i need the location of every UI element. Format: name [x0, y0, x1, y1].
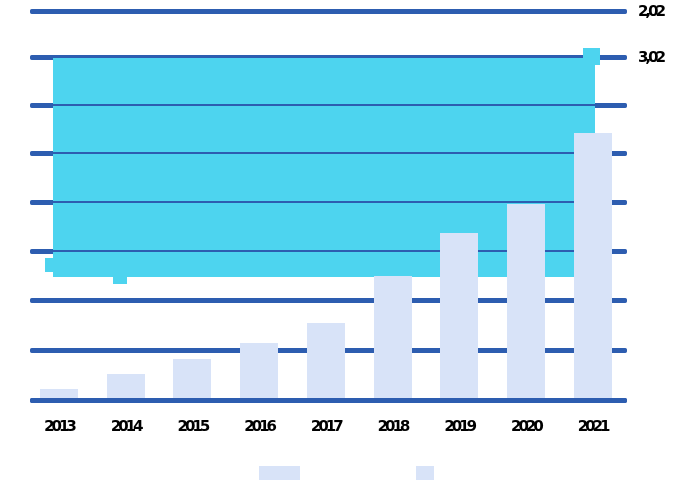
- bar-2014: [106, 374, 145, 400]
- gridline-over-overlay: [53, 250, 595, 252]
- bar-2019: [440, 233, 479, 400]
- right-axis-label: 2,02: [638, 2, 666, 20]
- x-axis-label: 2014: [110, 417, 144, 435]
- x-axis-label: 2015: [177, 417, 211, 435]
- bar-2017: [306, 323, 345, 400]
- bar-2015: [173, 359, 212, 400]
- gridline-over-overlay: [53, 152, 595, 154]
- right-axis-label: 3,02: [638, 48, 666, 66]
- bottom-partial-swatch: [259, 466, 300, 480]
- bar-2013: [40, 388, 78, 400]
- x-axis-label: 2016: [244, 417, 277, 435]
- x-axis-label: 2017: [310, 417, 344, 435]
- bar-2020: [506, 204, 545, 400]
- x-axis-label: 2013: [44, 417, 77, 435]
- overlay-left-protrusion: [45, 258, 53, 272]
- bar-2018: [373, 276, 412, 400]
- overlay-bottom-protrusion: [113, 277, 127, 284]
- x-axis-label: 2021: [577, 417, 611, 435]
- gridline-over-overlay: [53, 56, 595, 58]
- bar-2016: [240, 343, 279, 400]
- gridline-over-overlay: [53, 201, 595, 203]
- x-axis-label: 2020: [511, 417, 544, 435]
- bar-2021: [573, 133, 612, 400]
- bottom-partial-swatch: [416, 466, 434, 480]
- gridline-over-overlay: [53, 104, 595, 106]
- gridline: [30, 297, 627, 303]
- x-axis-label: 2019: [444, 417, 477, 435]
- x-axis-line: [30, 397, 627, 403]
- x-axis-label: 2018: [377, 417, 411, 435]
- overlay-topright-protrusion: [583, 48, 600, 65]
- overlay-region: [53, 56, 595, 277]
- gridline: [30, 8, 627, 14]
